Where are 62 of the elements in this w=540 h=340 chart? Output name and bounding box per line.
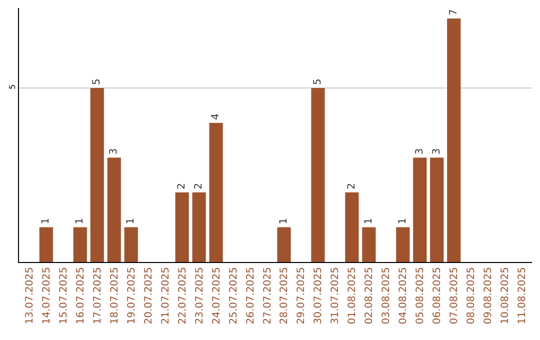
data-label: 7 bbox=[448, 9, 460, 16]
x-tick-label: 22.07.2025 bbox=[177, 267, 188, 324]
bar bbox=[39, 227, 53, 262]
x-tick-label: 01.08.2025 bbox=[347, 267, 358, 324]
bar bbox=[124, 227, 138, 262]
bar bbox=[430, 158, 444, 262]
data-label: 1 bbox=[397, 218, 408, 224]
bar bbox=[73, 227, 87, 262]
x-tick-label: 21.07.2025 bbox=[160, 267, 172, 324]
data-label: 1 bbox=[363, 218, 374, 224]
x-tick-label: 30.07.2025 bbox=[313, 267, 324, 324]
data-label: 4 bbox=[210, 113, 222, 120]
x-tick-label: 31.07.2025 bbox=[330, 267, 342, 324]
x-tick-label: 26.07.2025 bbox=[245, 267, 256, 324]
x-tick-label: 02.08.2025 bbox=[364, 267, 376, 324]
data-label: 5 bbox=[312, 78, 324, 86]
bar bbox=[175, 192, 189, 262]
data-label: 1 bbox=[74, 218, 86, 224]
data-label: 3 bbox=[431, 148, 442, 155]
bar bbox=[209, 122, 223, 262]
x-tick-label: 25.07.2025 bbox=[228, 267, 240, 324]
data-label: 2 bbox=[194, 183, 205, 190]
x-tick-label: 08.08.2025 bbox=[466, 267, 478, 324]
x-tick-label: 19.07.2025 bbox=[126, 267, 138, 324]
x-tick-label: 16.07.2025 bbox=[75, 267, 86, 324]
x-tick-label: 18.07.2025 bbox=[109, 267, 120, 324]
x-tick-label: 14.07.2025 bbox=[41, 267, 52, 324]
data-label: 1 bbox=[126, 218, 137, 224]
x-tick-label: 29.07.2025 bbox=[296, 267, 308, 324]
x-tick-label: 20.07.2025 bbox=[143, 267, 154, 324]
x-tick-label: 06.08.2025 bbox=[432, 267, 444, 324]
x-tick-label: 11.08.2025 bbox=[517, 267, 528, 324]
data-label: 1 bbox=[40, 218, 52, 224]
data-label: 2 bbox=[346, 183, 358, 190]
bar bbox=[277, 227, 291, 262]
x-tick-label: 09.08.2025 bbox=[483, 267, 494, 324]
x-tick-label: 10.08.2025 bbox=[500, 267, 512, 324]
data-label: 3 bbox=[108, 148, 120, 155]
bar bbox=[447, 18, 461, 262]
x-tick-label: 04.08.2025 bbox=[398, 267, 410, 324]
bar bbox=[90, 88, 104, 262]
bar bbox=[311, 88, 325, 262]
x-tick-label: 03.08.2025 bbox=[381, 267, 392, 324]
x-tick-label: 15.07.2025 bbox=[58, 267, 70, 324]
data-label: 2 bbox=[176, 183, 188, 190]
data-label: 3 bbox=[414, 148, 426, 155]
data-label: 1 bbox=[278, 218, 290, 224]
x-tick-label: 23.07.2025 bbox=[194, 267, 206, 324]
x-tick-label: 28.07.2025 bbox=[279, 267, 290, 324]
data-label: 5 bbox=[92, 78, 103, 86]
x-tick-label: 13.07.2025 bbox=[24, 267, 36, 324]
bar bbox=[362, 227, 376, 262]
bar bbox=[107, 158, 121, 262]
x-tick-label: 27.07.2025 bbox=[262, 267, 274, 324]
bar bbox=[413, 158, 427, 262]
x-tick-label: 05.08.2025 bbox=[415, 267, 426, 324]
x-tick-label: 07.08.2025 bbox=[449, 267, 460, 324]
x-tick-label: 24.07.2025 bbox=[211, 267, 222, 324]
bar bbox=[345, 192, 359, 262]
bar bbox=[396, 227, 410, 262]
bar bbox=[192, 192, 206, 262]
x-tick-label: 17.07.2025 bbox=[92, 267, 104, 324]
